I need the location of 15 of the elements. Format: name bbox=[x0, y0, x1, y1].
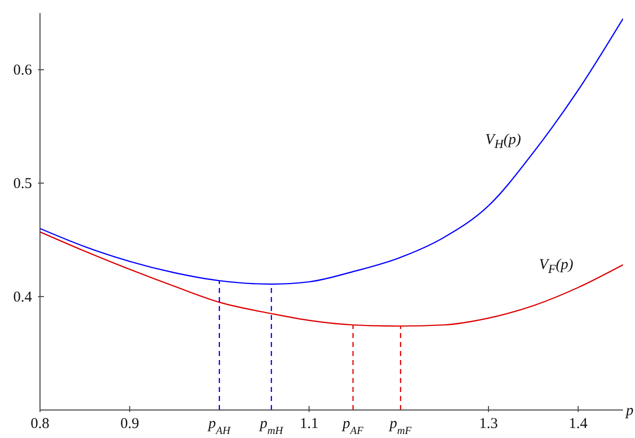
y-tick-label: 0.6 bbox=[13, 62, 32, 79]
x-tick-label: p$_{AF}$ bbox=[342, 416, 364, 437]
series-label: V$_{F}$(p) bbox=[538, 256, 574, 278]
y-tick-label: 0.4 bbox=[13, 290, 32, 306]
x-tick-label: p$_{AH}$ bbox=[207, 416, 232, 437]
x-tick-label: 0.9 bbox=[120, 416, 140, 432]
y-tick-label: 0.5 bbox=[13, 176, 32, 192]
x-tick-label: 1.3 bbox=[479, 416, 498, 432]
series-label: V$_{H}$(p) bbox=[484, 131, 522, 154]
x-tick-label: 1.4 bbox=[568, 416, 588, 432]
x-tick-label: 1.1 bbox=[300, 416, 318, 432]
x-tick-label: 0.8 bbox=[30, 416, 50, 432]
x-tick-label: p$_{mF}$ bbox=[388, 416, 412, 437]
x-axis-title: p bbox=[625, 403, 634, 419]
x-tick-label: p$_{mH}$ bbox=[258, 416, 284, 437]
